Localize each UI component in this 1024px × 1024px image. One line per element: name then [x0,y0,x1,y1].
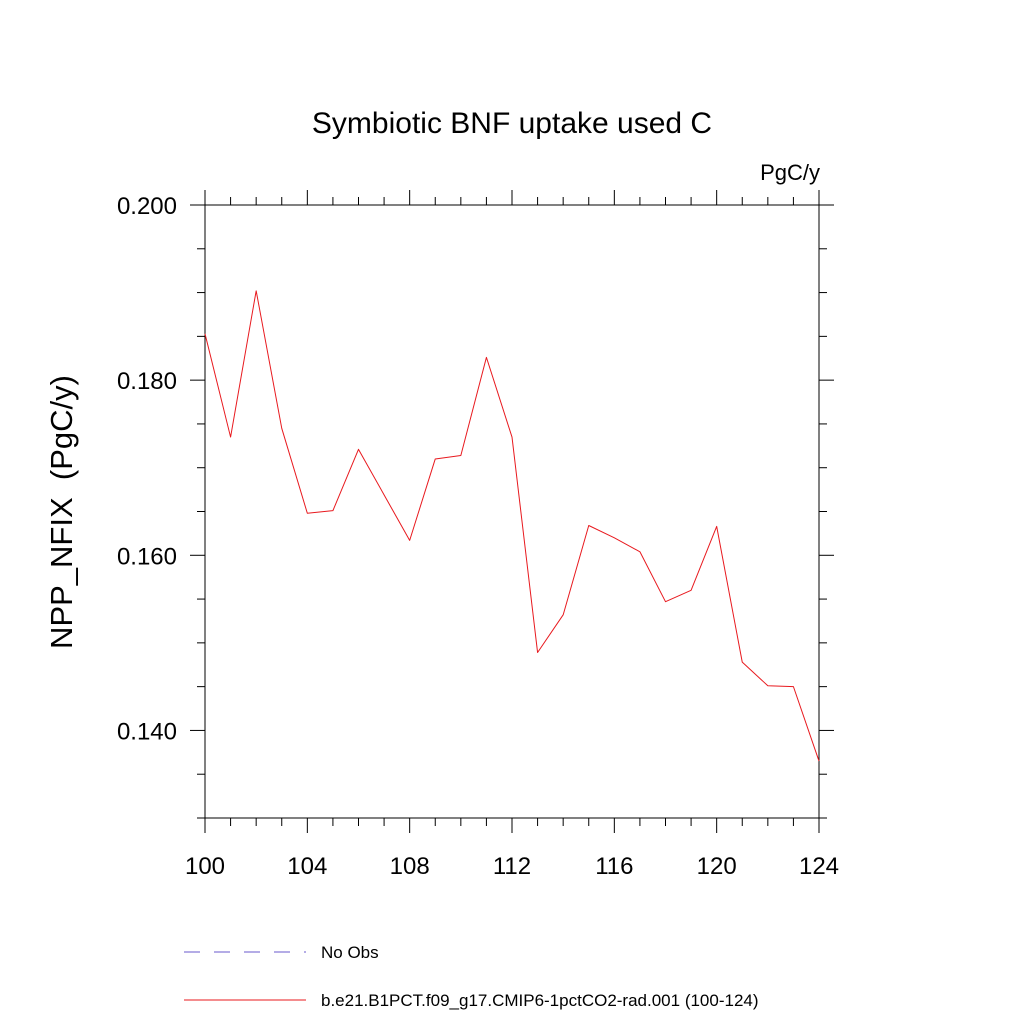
y-tick-label: 0.180 [117,368,177,395]
series-layer [204,290,820,762]
tick-labels: 100 104 108 112 116 120 124 0.140 0.160 0.180 0.20… [117,193,839,880]
y-tick-label: 0.200 [117,193,177,220]
y-tick-label: 0.140 [117,718,177,745]
x-tick-label: 120 [697,853,737,880]
x-tick-label: 124 [799,853,839,880]
x-tick-label: 112 [493,853,531,880]
legend-label: b.e21.B1PCT.f09_g17.CMIP6-1pctCO2-rad.00… [321,991,759,1010]
x-tick-label: 116 [595,853,633,880]
x-tick-label: 108 [390,853,430,880]
axis-ticks [190,190,834,833]
chart-title: Symbiotic BNF uptake used C [312,107,712,140]
series-line [204,290,820,762]
x-tick-label: 104 [287,853,327,880]
legend: No Obs b.e21.B1PCT.f09_g17.CMIP6-1pctCO2-… [184,943,759,1010]
plot-frame [204,204,820,819]
y-tick-label: 0.160 [117,543,177,570]
legend-label: No Obs [321,943,379,962]
y-axis-label: NPP_NFIX (PgC/y) [44,375,79,649]
units-label: PgC/y [760,160,820,185]
x-tick-label: 100 [185,853,225,880]
